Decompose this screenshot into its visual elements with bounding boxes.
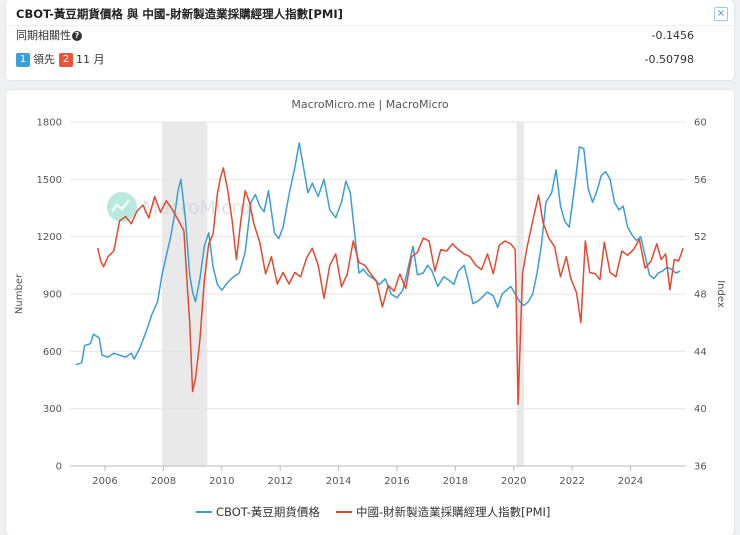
divider [6, 25, 734, 26]
x-tick-label: 2006 [92, 476, 117, 487]
correlation-label: 同期相關性 [16, 29, 71, 42]
y-left-tick-label: 0 [56, 462, 62, 473]
y-right-tick-label: 52 [694, 232, 707, 243]
y-axis-right-label: Index [715, 280, 726, 308]
x-tick-label: 2010 [209, 476, 234, 487]
x-tick-label: 2022 [559, 476, 584, 487]
y-left-tick-label: 300 [43, 404, 62, 415]
y-right-tick-label: 44 [694, 347, 707, 358]
lead-text-1: 領先 [33, 53, 55, 66]
watermark-logo-icon [107, 192, 137, 222]
legend-item-pmi[interactable]: 中國-財新製造業採購經理人指數[PMI] [356, 505, 550, 519]
lead-row: 1 領先 2 11 月 -0.50798 [16, 51, 724, 69]
lead-text-2: 11 月 [76, 53, 105, 66]
close-icon[interactable]: × [714, 7, 728, 21]
panel-title: CBOT-黃豆期貨價格 與 中國-財新製造業採購經理人指數[PMI] [16, 7, 343, 21]
info-panel: CBOT-黃豆期貨價格 與 中國-財新製造業採購經理人指數[PMI] × 同期相… [6, 0, 734, 80]
lead-value: -0.50798 [644, 53, 694, 66]
x-tick-label: 2018 [443, 476, 468, 487]
x-tick-label: 2008 [151, 476, 176, 487]
y-left-tick-label: 1200 [37, 232, 62, 243]
x-tick-label: 2024 [618, 476, 643, 487]
x-tick-label: 2020 [501, 476, 526, 487]
y-right-tick-label: 48 [694, 290, 707, 301]
y-right-tick-label: 36 [694, 462, 707, 473]
lead-badge-1: 1 [16, 53, 30, 67]
y-axis-left-label: Number [14, 273, 25, 314]
chart-card: MacroMicro 0 300 600 900 1200 1500 1800 36 40 44 4… [6, 90, 734, 535]
y-left-tick-label: 600 [43, 347, 62, 358]
correlation-value: -0.1456 [651, 29, 694, 42]
y-right-tick-label: 56 [694, 175, 707, 186]
correlation-row: 同期相關性? -0.1456 [16, 27, 724, 45]
help-icon[interactable]: ? [72, 31, 82, 41]
x-tick-label: 2014 [326, 476, 351, 487]
line-chart: MacroMicro 0 300 600 900 1200 1500 1800 36 40 44 4… [14, 98, 726, 519]
y-right-tick-label: 60 [694, 118, 707, 129]
chart-title: MacroMicro.me | MacroMicro [291, 98, 449, 111]
y-left-tick-label: 900 [43, 290, 62, 301]
x-tick-label: 2012 [267, 476, 292, 487]
series-line-pmi[interactable] [96, 167, 684, 406]
watermark-text: MacroMicro [142, 197, 251, 219]
y-right-tick-label: 40 [694, 404, 707, 415]
x-tick-label: 2016 [384, 476, 409, 487]
y-left-tick-label: 1500 [37, 175, 62, 186]
series-line-cbot[interactable] [75, 142, 681, 366]
watermark: MacroMicro [107, 192, 251, 222]
y-left-tick-label: 1800 [37, 118, 62, 129]
legend-item-cbot[interactable]: CBOT-黃豆期貨價格 [216, 505, 320, 519]
legend: CBOT-黃豆期貨價格 中國-財新製造業採購經理人指數[PMI] [196, 505, 550, 519]
lead-badge-2[interactable]: 2 [59, 53, 73, 67]
